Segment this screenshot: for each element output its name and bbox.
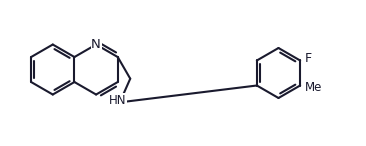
Text: N: N [91,38,101,51]
Text: HN: HN [109,94,127,107]
Text: Me: Me [305,81,323,94]
Text: F: F [304,52,311,65]
